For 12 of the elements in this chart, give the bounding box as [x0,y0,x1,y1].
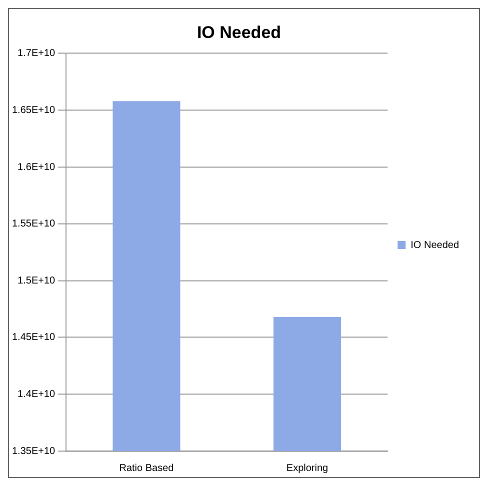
y-tick-label: 1.45E+10 [12,332,56,344]
y-tick-label: 1.65E+10 [12,104,56,116]
y-tick-label: 1.4E+10 [18,388,56,400]
y-tick-label: 1.35E+10 [12,446,56,457]
legend-label: IO Needed [410,240,460,251]
chart-title: IO Needed [196,22,282,42]
y-tick-label: 1.7E+10 [18,48,56,60]
y-tick-label: 1.5E+10 [18,275,56,286]
x-tick-label: Exploring [286,462,328,474]
x-tick-label: Ratio Based [119,462,174,474]
y-tick-label: 1.6E+10 [18,162,56,173]
y-tick-label: 1.55E+10 [12,218,56,230]
